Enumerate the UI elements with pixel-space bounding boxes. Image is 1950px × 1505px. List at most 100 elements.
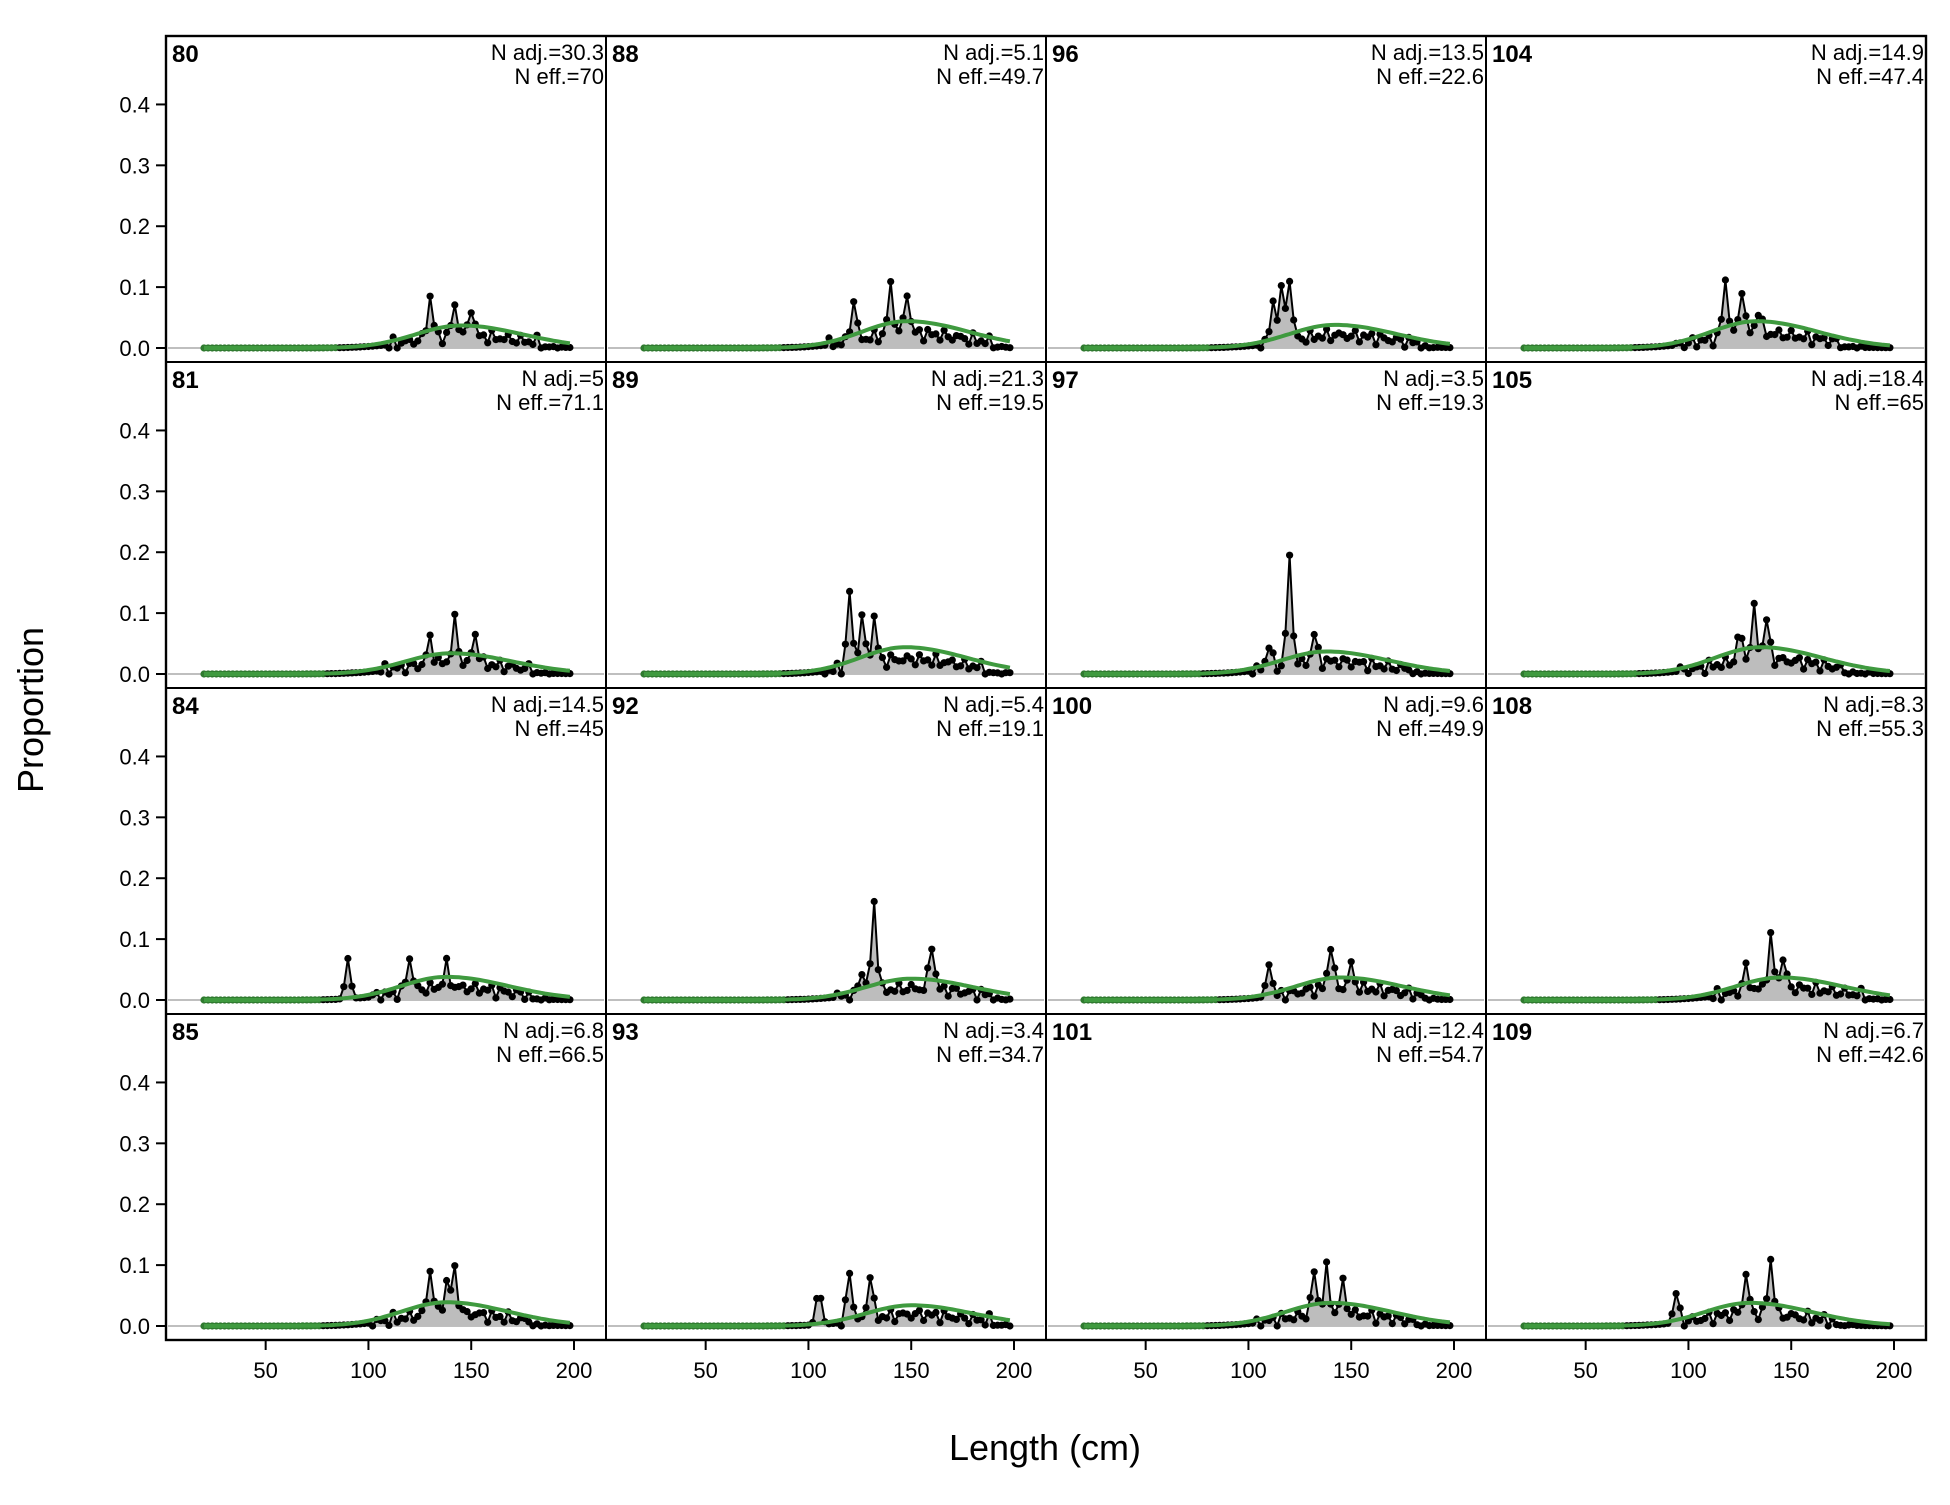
observed-point (1808, 990, 1816, 999)
n-eff-label: N eff.=47.4 (1816, 64, 1924, 89)
observed-point (895, 327, 903, 335)
observed-point (1351, 1306, 1359, 1314)
n-eff-label: N eff.=65 (1835, 390, 1925, 415)
observed-point (1721, 276, 1729, 284)
observed-point (1323, 969, 1331, 978)
y-tick-label: 0.1 (119, 927, 150, 952)
observed-point (1290, 1316, 1298, 1324)
x-tick-label: 150 (1333, 1358, 1370, 1383)
y-tick-label: 0.4 (119, 744, 150, 769)
n-eff-label: N eff.=70 (515, 64, 605, 89)
observed-point (915, 1306, 924, 1314)
observed-point (866, 960, 874, 968)
observed-point (1750, 321, 1758, 330)
observed-point (1824, 341, 1832, 350)
observed-point (1709, 1320, 1717, 1328)
n-adj-label: N adj.=3.5 (1383, 366, 1484, 391)
observed-point (463, 1308, 471, 1316)
x-tick-label: 150 (893, 1358, 930, 1383)
y-tick-label: 0.1 (119, 275, 150, 300)
observed-point (1771, 968, 1779, 976)
observed-point (924, 325, 932, 334)
n-eff-label: N eff.=49.7 (936, 64, 1044, 89)
observed-point (414, 1312, 422, 1320)
observed-point (1717, 315, 1725, 323)
panel-label: 96 (1052, 41, 1079, 68)
observed-point (1006, 344, 1014, 352)
observed-point (1355, 338, 1363, 346)
observed-point (463, 656, 471, 665)
panel-label: 97 (1052, 367, 1079, 394)
observed-point (422, 989, 430, 997)
observed-point (1265, 961, 1273, 969)
observed-point (401, 1315, 409, 1323)
observed-point (1310, 992, 1318, 1000)
observed-point (1446, 995, 1454, 1004)
observed-point (878, 330, 887, 338)
x-tick-label: 200 (556, 1358, 593, 1383)
observed-point (385, 344, 393, 352)
y-tick-label: 0.0 (119, 988, 150, 1013)
observed-point (1804, 984, 1812, 992)
observed-point (480, 1309, 488, 1317)
observed-point (1750, 599, 1758, 608)
observed-point (891, 1318, 899, 1326)
observed-point (850, 298, 858, 306)
observed-point (385, 1321, 393, 1329)
n-adj-label: N adj.=14.5 (491, 692, 604, 717)
observed-point (401, 669, 409, 677)
observed-point (512, 339, 521, 347)
observed-area (1524, 932, 1890, 1000)
observed-point (1709, 342, 1717, 350)
observed-point (1302, 661, 1310, 670)
observed-point (451, 301, 459, 309)
expected-line (1084, 649, 1451, 676)
observed-point (459, 328, 467, 336)
panel-label: 93 (612, 1019, 639, 1046)
observed-point (841, 1296, 850, 1304)
observed-point (1327, 337, 1335, 345)
observed-point (1306, 1294, 1314, 1302)
n-eff-label: N eff.=54.7 (1376, 1042, 1484, 1067)
panel-label: 100 (1052, 693, 1092, 720)
x-tick-label: 150 (1773, 1358, 1810, 1383)
observed-point (438, 980, 446, 988)
observed-point (874, 338, 882, 346)
observed-point (443, 328, 451, 336)
observed-point (932, 1308, 940, 1316)
observed-point (1837, 990, 1845, 998)
observed-point (1738, 290, 1746, 298)
n-eff-label: N eff.=19.1 (936, 716, 1044, 741)
observed-point (1767, 1255, 1775, 1263)
observed-point (430, 658, 438, 666)
observed-point (952, 984, 961, 992)
observed-point (837, 1322, 845, 1330)
observed-point (1368, 329, 1376, 338)
observed-point (443, 1276, 451, 1285)
observed-point (1754, 985, 1762, 993)
observed-point (1347, 332, 1355, 340)
panel-label: 104 (1492, 41, 1533, 68)
observed-point (529, 340, 537, 349)
observed-point (1286, 277, 1294, 285)
observed-point (414, 337, 422, 345)
observed-point (858, 971, 866, 979)
observed-point (1327, 945, 1335, 954)
n-eff-label: N eff.=22.6 (1376, 64, 1484, 89)
expected-line (204, 1300, 571, 1328)
observed-line (1084, 555, 1450, 676)
panel-label: 108 (1492, 693, 1532, 720)
observed-point (1364, 1312, 1372, 1320)
x-axis-title: Length (cm) (949, 1427, 1141, 1468)
x-tick-label: 100 (1230, 1358, 1267, 1383)
observed-point (438, 1306, 446, 1314)
observed-point (1742, 312, 1750, 320)
n-eff-label: N eff.=19.3 (1376, 390, 1484, 415)
observed-point (883, 1314, 891, 1322)
observed-point (1783, 333, 1791, 341)
observed-point (858, 611, 866, 619)
observed-point (961, 335, 969, 343)
expected-line (644, 645, 1011, 676)
observed-point (829, 667, 837, 676)
y-tick-label: 0.3 (119, 479, 150, 504)
